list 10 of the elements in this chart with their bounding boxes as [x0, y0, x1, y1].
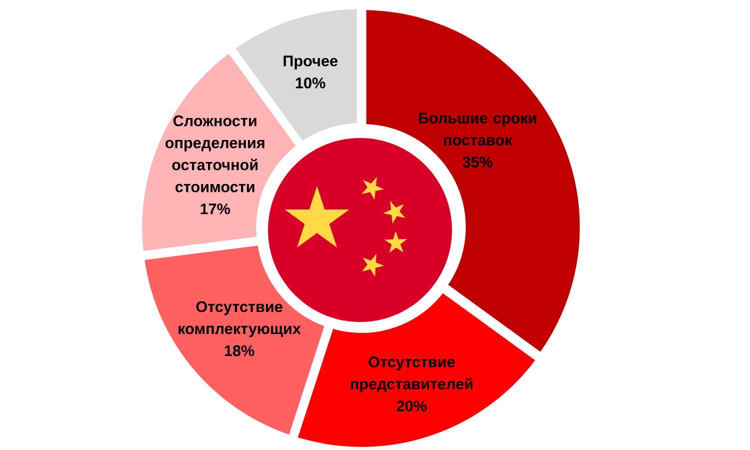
slice-label: Большие сроки поставок [418, 112, 536, 146]
slice-label: Отсутствие комплектующих [178, 301, 301, 338]
data-label: 18% [224, 345, 254, 356]
data-label: 35% [462, 156, 493, 168]
data-label: 17% [200, 203, 230, 214]
slice-label: Сложности определения остаточной стоимости [165, 115, 264, 192]
slice-label: Прочее [284, 56, 338, 70]
data-label: 10% [296, 78, 326, 88]
data-label: 20% [396, 400, 427, 412]
slice-label: Отсутствие представителей [350, 356, 472, 392]
